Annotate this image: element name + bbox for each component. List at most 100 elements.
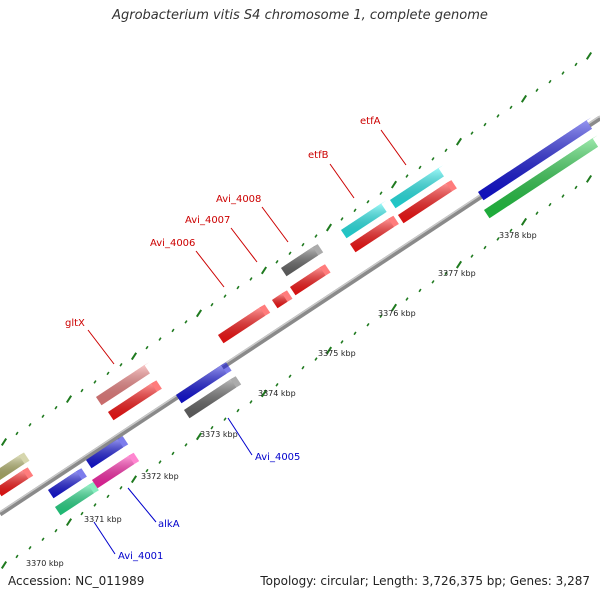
inner-tick xyxy=(93,503,97,507)
gene-label: etfA xyxy=(360,116,381,127)
scale-label: 3376 kbp xyxy=(378,309,416,318)
topology-text: Topology: circular; Length: 3,726,375 bp… xyxy=(260,574,590,588)
gene-label: etfB xyxy=(308,150,329,161)
outer-tick xyxy=(28,423,32,427)
inner-tick xyxy=(585,174,593,183)
scale-label: 3374 kbp xyxy=(258,389,296,398)
inner-tick xyxy=(65,518,73,527)
inner-tick xyxy=(353,331,357,336)
label-leader xyxy=(87,329,115,365)
scale-label: 3377 kbp xyxy=(438,269,476,278)
gene-bar-avi4008 xyxy=(281,244,324,277)
inner-tick xyxy=(275,383,279,387)
gene-bar-avi4001 xyxy=(55,482,99,516)
outer-tick xyxy=(171,328,175,333)
gene-bar-etfb xyxy=(341,200,387,239)
inner-tick xyxy=(379,314,383,318)
gene-bar-green-long xyxy=(484,135,598,219)
gene-bar-etfa-red xyxy=(398,180,457,224)
label-leader xyxy=(93,521,116,555)
outer-tick xyxy=(119,362,123,367)
inner-tick xyxy=(171,451,175,456)
gene-bar-red-2 xyxy=(290,264,331,296)
gene-bar-avi4005-blue xyxy=(176,362,232,404)
outer-tick xyxy=(483,122,487,127)
gene-label: Avi_4006 xyxy=(150,238,195,249)
outer-tick xyxy=(314,234,318,238)
scale-label: 3372 kbp xyxy=(141,472,179,481)
inner-tick xyxy=(15,554,19,559)
outer-tick xyxy=(106,371,110,376)
inner-tick xyxy=(405,297,409,301)
outer-tick xyxy=(195,309,203,318)
accession-text: Accession: NC_011989 xyxy=(8,574,145,588)
outer-tick xyxy=(65,395,73,404)
scale-label: 3375 kbp xyxy=(318,349,356,358)
inner-tick xyxy=(418,288,422,293)
outer-tick xyxy=(379,191,383,195)
inner-tick xyxy=(210,425,214,430)
map-title: Agrobacterium vitis S4 chromosome 1, com… xyxy=(112,8,488,23)
outer-tick xyxy=(93,380,97,384)
outer-tick xyxy=(574,62,578,67)
gene-bar-avi4006 xyxy=(218,304,271,344)
label-leader xyxy=(230,227,258,263)
inner-tick xyxy=(470,254,474,258)
outer-tick xyxy=(353,208,357,213)
outer-tick xyxy=(340,217,344,221)
inner-tick xyxy=(145,468,149,473)
label-leaders xyxy=(87,129,407,555)
outer-tick xyxy=(223,294,227,298)
inner-tick xyxy=(431,280,435,284)
scale-label: 3373 kbp xyxy=(200,430,238,439)
inner-tick xyxy=(444,271,448,276)
gene-bar-gltx-light xyxy=(96,362,150,406)
inner-tick xyxy=(0,561,8,569)
outer-tick xyxy=(0,438,8,446)
outer-tick xyxy=(236,285,240,290)
gene-bar-etfb-red xyxy=(350,215,399,253)
outer-tick xyxy=(80,388,84,393)
gene-label: gltX xyxy=(65,318,85,329)
gene-bar-avi4007 xyxy=(272,290,293,309)
gene-label: Avi_4005 xyxy=(255,452,300,463)
scale-labels: 3370 kbp 3371 kbp 3372 kbp 3373 kbp 3374 kbp… xyxy=(26,231,537,568)
inner-tick xyxy=(455,260,463,269)
gene-bar-blue-a xyxy=(48,468,87,499)
gene-label: Avi_4008 xyxy=(216,194,261,205)
inner-tick xyxy=(184,443,188,447)
gene-label: alkA xyxy=(158,519,180,530)
outer-tick xyxy=(184,320,188,324)
inner-tick xyxy=(41,537,45,542)
label-leader xyxy=(329,163,355,199)
outer-tick xyxy=(260,266,268,275)
inner-tick xyxy=(236,408,240,413)
inner-tick xyxy=(561,194,565,198)
outer-tick xyxy=(390,180,398,189)
inner-tick xyxy=(106,494,110,499)
inner-tick xyxy=(520,217,528,226)
outer-tick xyxy=(405,174,409,178)
outer-tick xyxy=(145,345,149,350)
gene-bar-blue-long xyxy=(478,117,592,201)
gene-bar-red xyxy=(0,467,34,497)
gene-label: Avi_4001 xyxy=(118,551,163,562)
inner-tick-track xyxy=(0,174,593,569)
gene-bar-gltx xyxy=(108,380,162,421)
outer-tick xyxy=(509,105,513,110)
outer-tick xyxy=(301,242,305,247)
gene-bar-avi4005 xyxy=(184,376,242,419)
outer-tick xyxy=(249,277,253,281)
gene-bar-alka xyxy=(92,452,140,489)
label-leader xyxy=(380,129,407,166)
inner-tick xyxy=(301,365,305,370)
scale-label: 3378 kbp xyxy=(499,231,537,240)
outer-tick xyxy=(585,51,593,60)
inner-tick xyxy=(340,340,344,344)
inner-tick xyxy=(28,546,32,550)
inner-tick xyxy=(496,237,500,241)
gene-bar-etfa xyxy=(390,165,444,209)
inner-tick xyxy=(325,346,333,355)
gene-label: Avi_4007 xyxy=(185,215,230,226)
